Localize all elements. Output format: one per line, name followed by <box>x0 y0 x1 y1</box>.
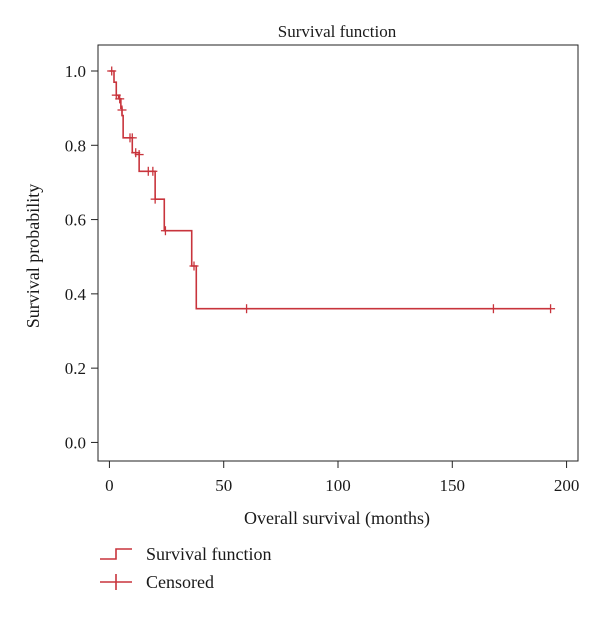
legend: Survival function Censored <box>100 544 271 592</box>
censor-mark <box>127 133 137 143</box>
x-tick-label: 200 <box>554 476 580 495</box>
censor-mark <box>115 94 125 104</box>
y-tick-label: 0.8 <box>65 136 86 155</box>
y-tick-label: 1.0 <box>65 62 86 81</box>
y-tick-label: 0.6 <box>65 211 86 230</box>
censor-mark <box>160 226 170 236</box>
y-axis-label: Survival probability <box>23 184 43 328</box>
chart-title: Survival function <box>278 22 397 41</box>
censor-mark <box>107 66 117 76</box>
survival-step-line <box>109 70 551 310</box>
censor-mark <box>117 105 127 115</box>
x-axis-label: Overall survival (months) <box>244 508 430 529</box>
y-tick-label: 0.2 <box>65 359 86 378</box>
x-tick-label: 0 <box>105 476 114 495</box>
censor-mark <box>134 150 144 160</box>
censor-mark <box>546 304 556 314</box>
censor-mark <box>150 194 160 204</box>
legend-label-survival: Survival function <box>146 544 271 564</box>
x-axis: 0 50 100 150 200 <box>105 461 579 495</box>
legend-censor-icon <box>100 574 132 590</box>
y-axis: 0.0 0.2 0.4 0.6 0.8 1.0 <box>65 62 98 452</box>
y-tick-label: 0.4 <box>65 285 87 304</box>
plot-frame <box>97 44 579 462</box>
legend-label-censored: Censored <box>146 572 214 592</box>
x-tick-label: 50 <box>215 476 232 495</box>
y-tick-label: 0.0 <box>65 433 86 452</box>
censor-mark <box>488 304 498 314</box>
plot-area <box>107 66 556 314</box>
x-tick-label: 100 <box>325 476 351 495</box>
censor-mark <box>148 166 158 176</box>
censor-mark <box>189 261 199 271</box>
legend-step-icon <box>100 548 132 560</box>
x-tick-label: 150 <box>440 476 466 495</box>
censor-mark <box>242 304 252 314</box>
